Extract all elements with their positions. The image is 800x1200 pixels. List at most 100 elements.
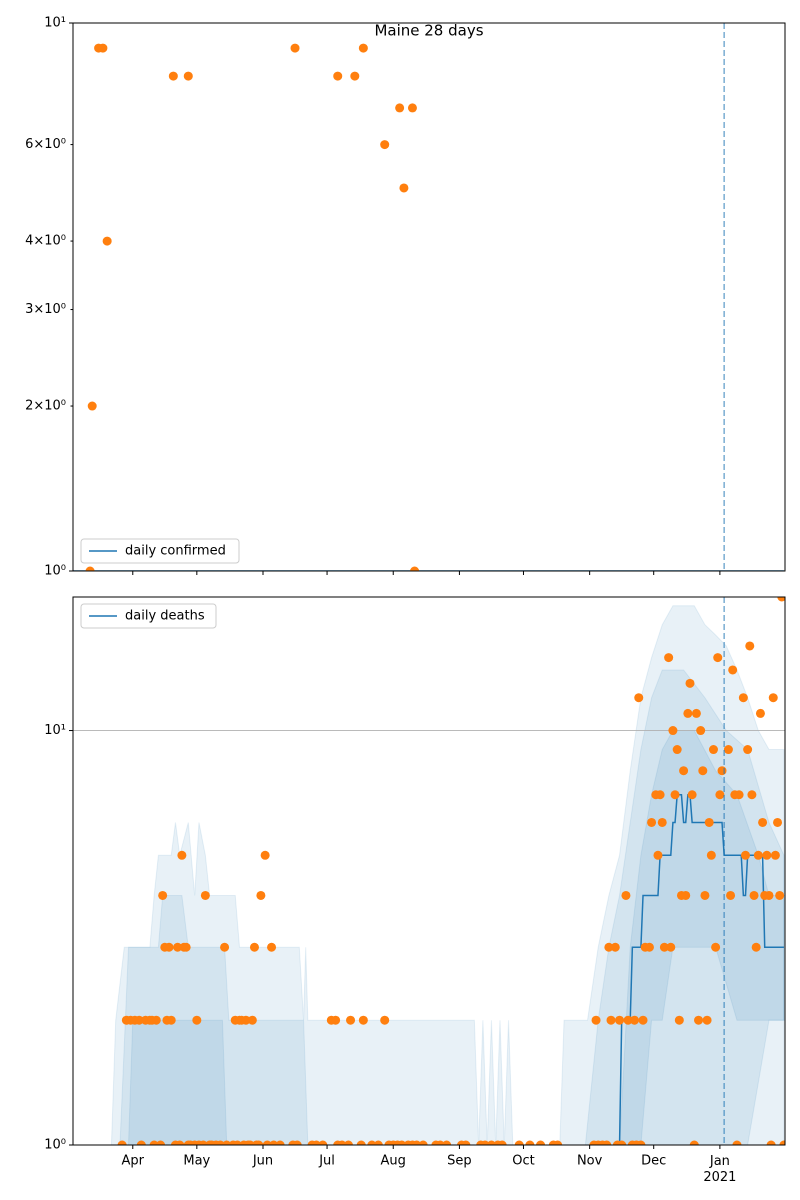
- x-tick-label: May: [183, 1154, 210, 1169]
- plot-area: [73, 23, 785, 571]
- data-point: [685, 678, 695, 688]
- y-tick-label: 10¹: [44, 16, 66, 31]
- data-point: [664, 653, 674, 663]
- data-point: [98, 43, 108, 53]
- data-point: [358, 1015, 368, 1025]
- series-line: [618, 793, 784, 1145]
- data-point: [267, 942, 277, 952]
- data-point: [691, 708, 701, 718]
- band: [128, 730, 785, 1145]
- data-point: [698, 766, 708, 776]
- data-point: [713, 653, 723, 663]
- data-point: [249, 942, 259, 952]
- data-point: [672, 745, 682, 755]
- data-point: [638, 1015, 648, 1025]
- data-point: [591, 1015, 601, 1025]
- data-point: [706, 850, 716, 860]
- x-tick-label: Aug: [381, 1154, 406, 1169]
- x-tick-label: Jul: [318, 1154, 335, 1169]
- data-point: [717, 766, 727, 776]
- data-point: [536, 1140, 546, 1145]
- data-point: [775, 890, 785, 900]
- data-point: [715, 790, 725, 800]
- chart-title: Maine 28 days: [374, 22, 483, 40]
- data-point: [247, 1015, 257, 1025]
- data-point: [741, 850, 751, 860]
- data-point: [136, 1140, 146, 1145]
- data-point: [373, 1140, 383, 1145]
- data-point: [777, 597, 785, 602]
- x-tick-label: Oct: [512, 1154, 534, 1169]
- y-tick-label: 10¹: [44, 723, 66, 738]
- legend-label: daily confirmed: [125, 544, 226, 559]
- data-point: [606, 1015, 616, 1025]
- data-point: [629, 1015, 639, 1025]
- axes-frame: [72, 596, 786, 1146]
- data-point: [617, 1140, 627, 1145]
- data-point: [166, 1015, 176, 1025]
- data-point: [604, 942, 614, 952]
- data-point: [380, 140, 390, 150]
- data-point: [173, 942, 183, 952]
- data-point: [758, 817, 768, 827]
- data-point: [85, 566, 95, 571]
- data-point: [700, 890, 710, 900]
- data-point: [728, 665, 738, 675]
- data-point: [220, 942, 230, 952]
- data-point: [711, 942, 721, 952]
- data-point: [687, 790, 697, 800]
- data-point: [610, 942, 620, 952]
- data-point: [621, 890, 631, 900]
- axes-frame: [72, 22, 786, 572]
- data-point: [350, 71, 360, 81]
- data-point: [745, 641, 755, 651]
- data-point: [164, 942, 174, 952]
- data-point: [681, 890, 691, 900]
- legend-label: daily deaths: [125, 609, 205, 624]
- data-point: [192, 1015, 202, 1025]
- data-point: [158, 890, 168, 900]
- y-tick-label: 4×10⁰: [25, 234, 66, 249]
- data-point: [634, 693, 644, 703]
- data-point: [117, 1140, 127, 1145]
- data-point: [134, 1015, 144, 1025]
- data-point: [256, 890, 266, 900]
- y-tick-label: 10⁰: [44, 564, 66, 579]
- data-point: [241, 1015, 251, 1025]
- data-point: [689, 1140, 699, 1145]
- data-point: [702, 1015, 712, 1025]
- data-point: [395, 103, 405, 113]
- x-tick-label: Jun: [252, 1154, 273, 1169]
- data-point: [156, 1140, 166, 1145]
- data-point: [290, 43, 300, 53]
- data-point: [647, 817, 657, 827]
- y-tick-label: 3×10⁰: [25, 302, 66, 317]
- data-point: [168, 71, 178, 81]
- data-point: [734, 790, 744, 800]
- data-point: [738, 693, 748, 703]
- data-point: [653, 850, 663, 860]
- data-point: [683, 708, 693, 718]
- data-point: [694, 1015, 704, 1025]
- data-point: [602, 1140, 612, 1145]
- data-point: [461, 1140, 471, 1145]
- data-point: [333, 71, 343, 81]
- data-point: [343, 1140, 353, 1145]
- data-point: [766, 1140, 776, 1145]
- data-point: [668, 726, 678, 736]
- data-point: [666, 942, 676, 952]
- data-point: [679, 766, 689, 776]
- legend-box: [80, 538, 240, 564]
- data-point: [151, 1015, 161, 1025]
- data-point: [674, 1015, 684, 1025]
- data-point: [743, 745, 753, 755]
- data-point: [181, 942, 191, 952]
- data-point: [770, 850, 780, 860]
- data-point: [615, 1015, 625, 1025]
- data-point: [399, 183, 409, 193]
- y-tick-label: 6×10⁰: [25, 137, 66, 152]
- data-point: [762, 850, 772, 860]
- data-point: [442, 1140, 452, 1145]
- x-tick-label: Jan 2021: [703, 1154, 736, 1185]
